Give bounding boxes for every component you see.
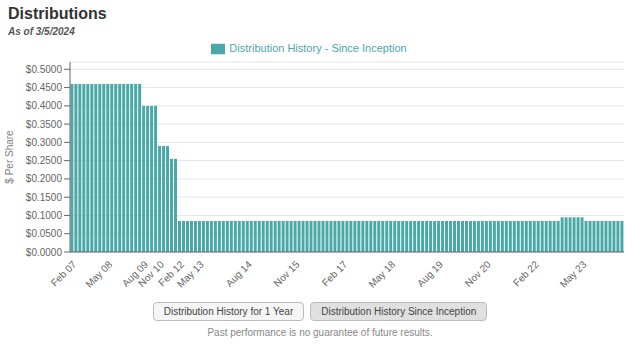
svg-text:Feb 12: Feb 12 xyxy=(156,258,186,289)
svg-text:$ Per Share: $ Per Share xyxy=(8,130,15,184)
svg-text:Aug 14: Aug 14 xyxy=(224,258,254,288)
svg-text:Aug 19: Aug 19 xyxy=(415,258,445,288)
svg-text:Nov 15: Nov 15 xyxy=(271,258,301,288)
svg-text:$0.5000: $0.5000 xyxy=(26,64,63,75)
svg-text:$0.2500: $0.2500 xyxy=(26,155,63,166)
svg-text:$0.2000: $0.2000 xyxy=(26,173,63,184)
svg-text:May 23: May 23 xyxy=(558,258,589,289)
svg-text:Feb 17: Feb 17 xyxy=(320,258,350,288)
svg-text:$0.0000: $0.0000 xyxy=(26,247,63,258)
svg-text:$0.3000: $0.3000 xyxy=(26,137,63,148)
svg-text:Nov 10: Nov 10 xyxy=(135,258,167,289)
svg-text:Feb 22: Feb 22 xyxy=(511,258,541,288)
html-text:Distributions: Distributions xyxy=(8,5,107,22)
svg-text:Nov 20: Nov 20 xyxy=(463,258,493,288)
svg-text:May 18: May 18 xyxy=(366,258,397,289)
html-text:Distribution History Since Inc: Distribution History Since Inception xyxy=(321,306,477,317)
html-text:Distribution History - Since I: Distribution History - Since Inception xyxy=(229,42,407,54)
html-text:As of 3/5/2024: As of 3/5/2024 xyxy=(8,26,75,37)
html-text:Distribution History for 1 Yea: Distribution History for 1 Year xyxy=(163,306,294,317)
svg-text:Feb 07: Feb 07 xyxy=(49,258,79,288)
svg-text:May 13: May 13 xyxy=(175,258,206,289)
html-text:Past performance is no guarant: Past performance is no guarantee of futu… xyxy=(207,327,433,338)
svg-text:$0.4500: $0.4500 xyxy=(26,82,63,93)
svg-text:$0.4000: $0.4000 xyxy=(26,100,63,111)
svg-text:$0.1500: $0.1500 xyxy=(26,192,63,203)
svg-text:$0.1000: $0.1000 xyxy=(26,210,63,221)
svg-text:$0.0500: $0.0500 xyxy=(26,228,63,239)
svg-text:Aug 09: Aug 09 xyxy=(120,258,151,289)
svg-text:May 08: May 08 xyxy=(83,258,114,289)
svg-text:$0.3500: $0.3500 xyxy=(26,119,63,130)
